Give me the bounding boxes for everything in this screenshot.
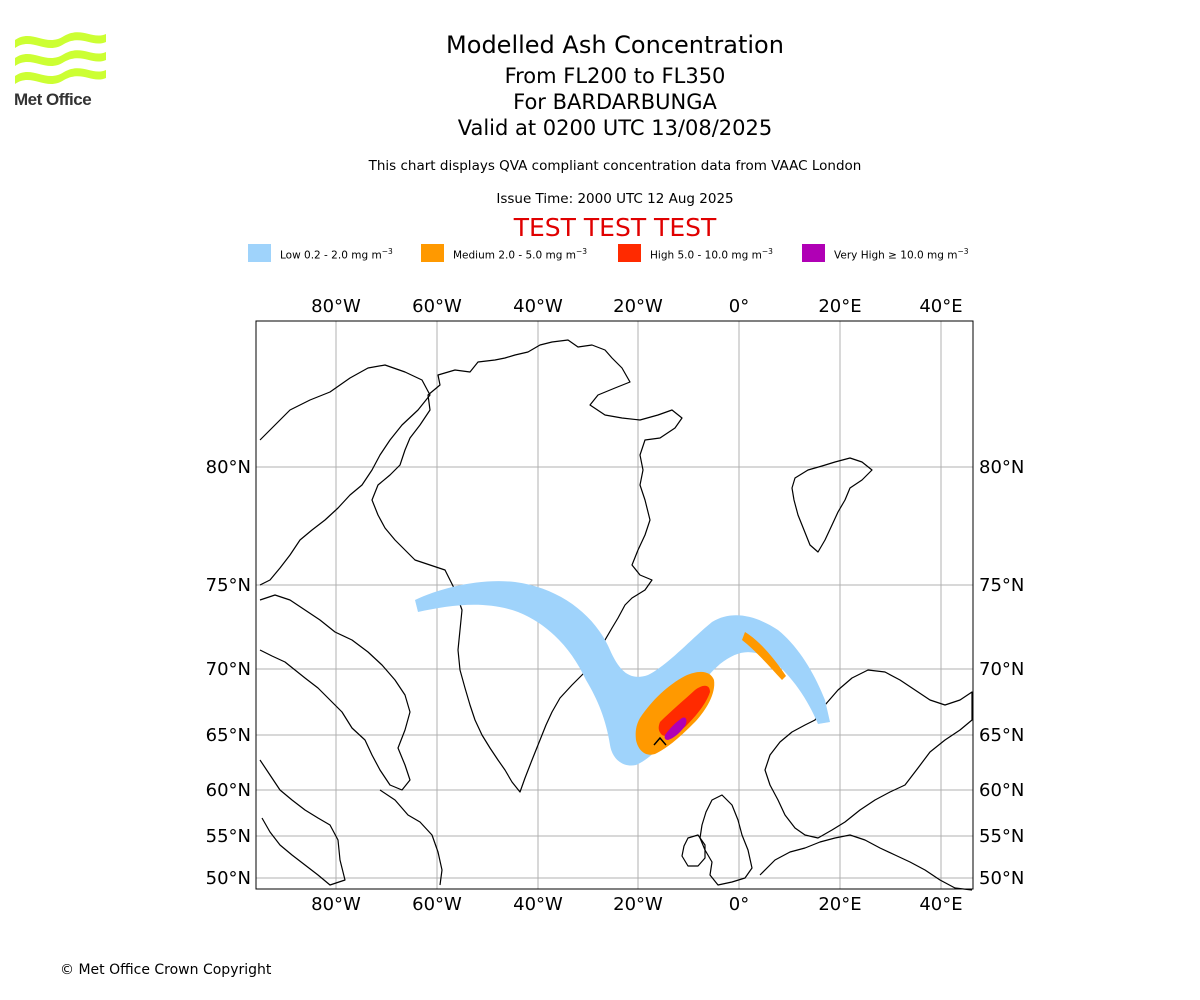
latitude-tick-label-right: 80°N <box>979 457 1024 478</box>
latitude-tick-label-left: 80°N <box>206 457 251 478</box>
met-office-logo: Met Office <box>14 30 109 112</box>
legend-label-medium: Medium 2.0 - 5.0 <box>453 249 543 262</box>
latitude-tick-label-right: 65°N <box>979 725 1024 746</box>
latitude-tick-label-left: 50°N <box>206 868 251 889</box>
longitude-tick-label-top: 0° <box>729 296 749 317</box>
ash-plume <box>415 581 830 766</box>
legend-unit-exp: −3 <box>381 247 393 256</box>
continental-europe-coastline <box>759 834 973 891</box>
longitude-tick-label-bottom: 20°E <box>818 894 861 915</box>
longitude-tick-label-bottom: 80°W <box>311 894 361 915</box>
latitude-tick-label-left: 75°N <box>206 575 251 596</box>
legend-unit-exp: −3 <box>576 247 588 256</box>
greenland-coastline <box>371 339 683 793</box>
ash-medium-streak <box>742 632 786 680</box>
legend-unit: mg m <box>731 249 762 262</box>
map-gridlines <box>256 321 973 889</box>
svalbard-coastline <box>791 457 873 553</box>
legend-unit: mg m <box>545 249 576 262</box>
legend-label-very-high: Very High ≥ 10.0 <box>834 249 924 262</box>
legend-label-low: Low 0.2 - 2.0 <box>280 249 348 262</box>
latitude-tick-label-left: 70°N <box>206 659 251 680</box>
map-frame <box>255 320 974 890</box>
baffin-island-coastline <box>259 594 411 791</box>
volcano-name: For BARDARBUNGA <box>513 90 717 114</box>
longitude-tick-label-bottom: 20°W <box>613 894 663 915</box>
legend-swatch-very-high <box>802 244 825 262</box>
legend-label-high: High 5.0 - 10.0 <box>650 249 729 262</box>
longitude-tick-label-bottom: 40°E <box>919 894 962 915</box>
legend-swatch-high <box>618 244 641 262</box>
longitude-tick-label-top: 20°E <box>818 296 861 317</box>
flight-level-range: From FL200 to FL350 <box>504 64 726 88</box>
british-isles-coastline <box>699 794 753 886</box>
latitude-ticks: 80°N 80°N 75°N 75°N 70°N 70°N 65°N 65°N 60°N 60°N… <box>206 457 1025 889</box>
longitude-tick-label-top: 60°W <box>412 296 462 317</box>
latitude-tick-label-right: 70°N <box>979 659 1024 680</box>
latitude-tick-label-right: 60°N <box>979 780 1024 801</box>
ash-low-concentration <box>415 581 830 766</box>
logo-text: Met Office <box>14 90 92 109</box>
legend-unit: mg m <box>351 249 382 262</box>
met-office-logo-waves-icon <box>15 32 106 84</box>
ash-very-high-concentration <box>664 717 687 740</box>
latitude-tick-label-right: 50°N <box>979 868 1024 889</box>
legend-unit-exp: −3 <box>761 247 773 256</box>
longitude-ticks: 80°W 80°W 60°W 60°W 40°W 40°W 20°W 20°W 0° 0° 20°E… <box>311 296 962 915</box>
longitude-tick-label-bottom: 60°W <box>412 894 462 915</box>
legend-unit-exp: −3 <box>957 247 969 256</box>
latitude-tick-label-left: 55°N <box>206 826 251 847</box>
legend-unit: mg m <box>927 249 958 262</box>
labrador-coastline <box>379 789 443 886</box>
chart-title: Modelled Ash Concentration <box>446 31 784 59</box>
latitude-tick-label-left: 65°N <box>206 725 251 746</box>
longitude-tick-label-top: 80°W <box>311 296 361 317</box>
longitude-tick-label-top: 40°E <box>919 296 962 317</box>
latitude-tick-label-left: 60°N <box>206 780 251 801</box>
legend-swatch-medium <box>421 244 444 262</box>
longitude-tick-label-top: 20°W <box>613 296 663 317</box>
coastlines <box>259 339 973 891</box>
legend-swatch-low <box>248 244 271 262</box>
longitude-tick-label-top: 40°W <box>513 296 563 317</box>
test-banner: TEST TEST TEST <box>513 213 717 242</box>
longitude-tick-label-bottom: 40°W <box>513 894 563 915</box>
ellesmere-island-coastline <box>259 364 431 586</box>
chart-description: This chart displays QVA compliant concen… <box>368 158 862 174</box>
valid-time: Valid at 0200 UTC 13/08/2025 <box>457 116 773 140</box>
copyright-notice: © Met Office Crown Copyright <box>60 962 272 978</box>
issue-time: Issue Time: 2000 UTC 12 Aug 2025 <box>496 191 734 207</box>
longitude-tick-label-bottom: 0° <box>729 894 749 915</box>
latitude-tick-label-right: 75°N <box>979 575 1024 596</box>
hudson-bay-coastline <box>259 759 346 886</box>
scandinavia-coastline <box>764 669 973 839</box>
ireland-coastline <box>681 834 706 867</box>
volcano-marker-icon <box>653 736 667 746</box>
ash-high-concentration <box>658 685 710 736</box>
latitude-tick-label-right: 55°N <box>979 826 1024 847</box>
